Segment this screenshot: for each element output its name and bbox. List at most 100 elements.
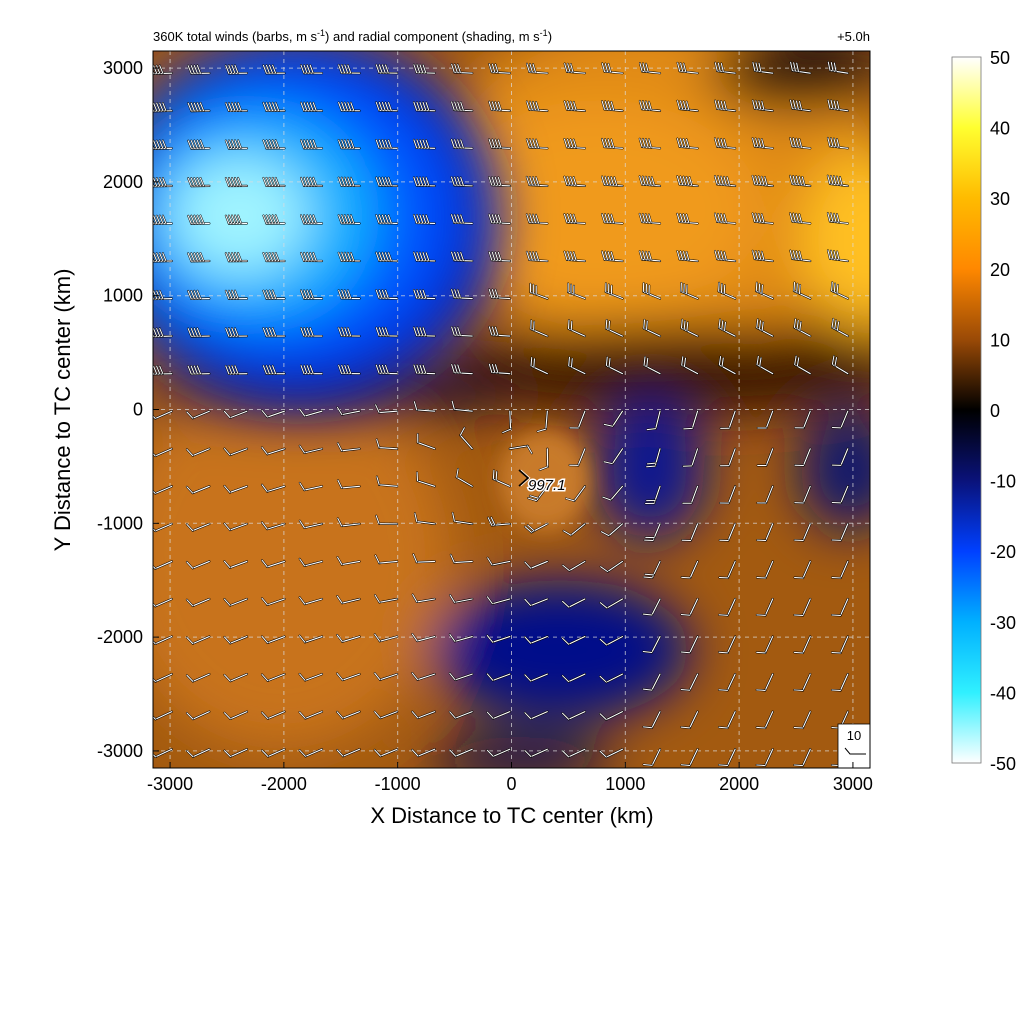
wind-barb [486,672,511,682]
wind-barb [260,409,286,419]
wind-barb [261,559,286,569]
wind-barb [336,672,361,682]
wind-barb [642,748,662,767]
wind-barb [605,356,624,375]
wind-barb [373,748,399,758]
wind-barb [831,410,849,429]
y-tick-label: 1000 [103,286,143,306]
wind-barb [374,554,399,565]
wind-barb [492,469,511,488]
reference-barb: 10 [837,723,870,768]
wind-barb [455,467,474,488]
wind-barb [261,483,286,493]
wind-barb [638,137,662,150]
wind-barb [300,176,324,187]
wind-barb [153,252,173,263]
wind-barb [300,364,324,375]
wind-barb [681,485,699,505]
wind-barb [523,673,549,683]
wind-barb [223,748,248,758]
wind-barb [755,355,774,375]
wind-barb [373,633,399,643]
wind-barb [719,447,737,467]
wind-barb [605,319,624,338]
wind-barb [416,433,436,450]
wind-barb [642,355,662,375]
wind-barb [831,597,849,617]
wind-barb [412,288,436,300]
wind-barb [642,560,662,579]
x-tick-label: -3000 [147,774,193,794]
wind-barb [153,522,173,533]
wind-barb [680,635,699,654]
colorbar-tick-label: -30 [990,613,1016,633]
wind-barb [525,62,549,75]
wind-barb [561,673,587,683]
wind-barb [413,400,436,413]
wind-barb [298,634,324,644]
wind-barb [789,174,812,187]
wind-barb [642,318,662,338]
wind-barb [793,447,812,467]
wind-barb [793,635,812,655]
wind-barb [412,326,436,338]
wind-barb [224,327,248,338]
wind-barb [300,289,324,300]
wind-barb [412,63,436,75]
wind-barb [185,597,211,608]
wind-barb [375,138,399,150]
wind-barb [260,673,286,682]
wind-barb [718,635,737,654]
wind-barb [642,282,662,300]
wind-barb [412,213,436,225]
x-tick-label: 2000 [719,774,759,794]
wind-barb [563,100,587,112]
storm-center-marker [518,469,531,487]
wind-barb [488,250,511,263]
wind-barb [793,710,812,730]
wind-barb [755,560,774,580]
wind-barb [508,444,533,455]
wind-barb [599,597,624,610]
wind-barb [681,522,699,542]
wind-barb [827,61,849,75]
wind-barb [153,365,173,376]
wind-barb [719,485,737,505]
wind-barb [416,471,436,488]
wind-barb [793,355,812,375]
wind-barb [448,672,474,682]
y-axis-title: Y Distance to TC center (km) [50,269,75,552]
wind-barb [789,212,812,225]
wind-barb [185,748,211,758]
wind-barb [714,61,737,75]
wind-barb [826,249,849,263]
wind-barb [646,410,662,431]
wind-barb [187,289,211,301]
wind-barb [793,560,812,580]
wind-barb [755,281,774,300]
wind-barb [676,250,699,263]
wind-barb [261,521,286,531]
wind-barb [375,176,399,187]
wind-barb [224,176,248,188]
wind-barb [223,597,248,607]
chart-title: 360K total winds (barbs, m s-1) and radi… [153,28,552,44]
wind-barb [523,597,549,607]
wind-barb [451,400,474,413]
wind-barb [793,522,812,542]
wind-barb [450,326,474,338]
wind-barb [412,364,436,375]
wind-barb [755,673,774,692]
wind-barb [451,511,474,525]
wind-barb [448,710,474,720]
wind-barb [717,318,737,338]
y-tick-label: -1000 [97,513,143,533]
wind-barb [525,175,549,187]
wind-barb [680,560,699,579]
wind-barb [713,137,737,150]
wind-barb [223,447,248,457]
wind-barb [488,138,511,150]
wind-barb [337,364,361,375]
wind-barb [676,212,699,225]
wind-barb [486,634,511,644]
